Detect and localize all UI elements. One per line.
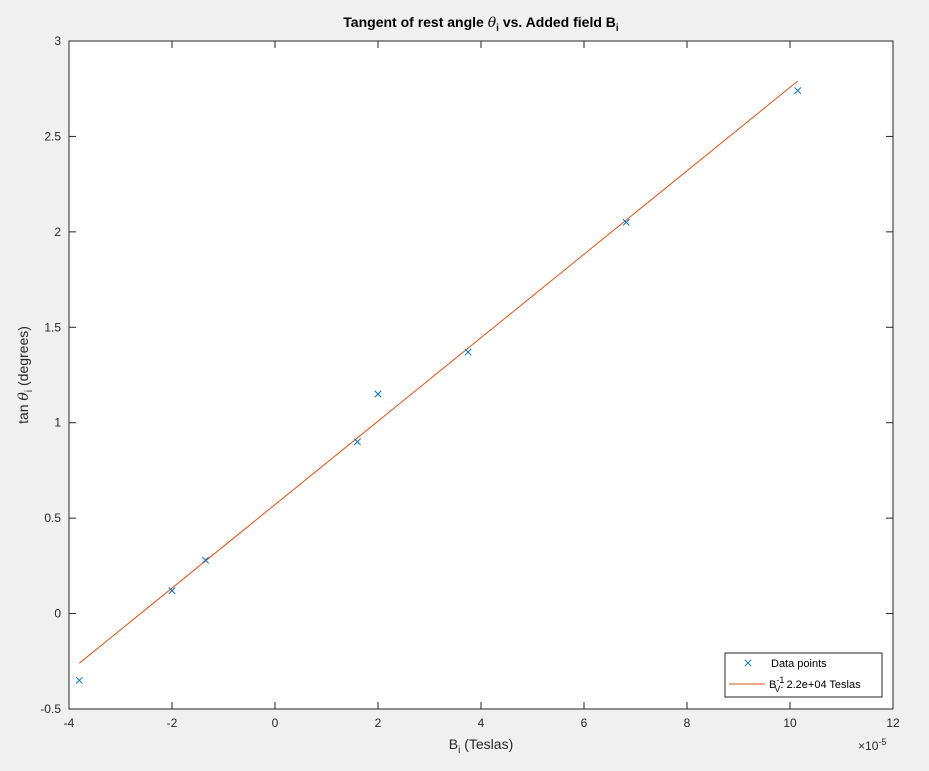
x-tick-label: 10 (783, 716, 797, 730)
series-layer (75, 80, 802, 684)
x-axis-label: Bi (Teslas) (449, 736, 513, 756)
data-point (374, 390, 382, 398)
data-point (168, 587, 176, 595)
legend-fit-subscript: V (774, 684, 780, 694)
x-tick-label: 0 (272, 716, 279, 730)
x-tick-label: 2 (375, 716, 382, 730)
title-theta-subscript: i (496, 23, 499, 34)
title-theta-symbol: θ (488, 15, 497, 31)
y-tick-label: 2.5 (44, 129, 61, 143)
y-tick-label: 0 (54, 607, 61, 621)
data-point (794, 87, 802, 95)
legend: Data points B-1 V: 2.2e+04 Teslas (724, 652, 883, 698)
y-axis-label: tan θi (degrees) (15, 326, 35, 424)
y-tick-label: 2 (54, 225, 61, 239)
fit-line (78, 80, 799, 664)
data-point (75, 676, 83, 684)
x-tick-label: -2 (167, 716, 178, 730)
x-tick-label: 6 (581, 716, 588, 730)
data-point (464, 348, 472, 356)
x-axis-label-subscript: i (458, 745, 460, 756)
x-tick-label: 12 (886, 716, 900, 730)
x-tick-label: 8 (684, 716, 691, 730)
chart-title: Tangent of rest angle θi vs. Added field… (343, 14, 619, 34)
plot-area (68, 40, 894, 710)
y-axis-label-subscript: i (24, 390, 35, 392)
y-tick-label: 3 (54, 34, 61, 48)
legend-data-points-marker (744, 659, 752, 667)
title-b-subscript: i (616, 23, 619, 34)
data-point (201, 556, 210, 564)
legend-fit-label: B-1 V: 2.2e+04 Teslas (769, 675, 861, 694)
x-tick-label: -4 (64, 716, 75, 730)
ticks-layer: -4 -2 0 2 4 6 8 10 12 -0.5 0 0.5 1 1.5 2 2.5 3 (40, 34, 900, 730)
data-point (353, 438, 361, 446)
x-axis-multiplier-exponent: -5 (878, 737, 886, 747)
y-tick-label: 1.5 (44, 320, 61, 334)
y-tick-label: -0.5 (40, 702, 61, 716)
y-tick-label: 1 (54, 416, 61, 430)
legend-data-points-label: Data points (771, 658, 827, 670)
legend-x-marker (744, 659, 752, 667)
x-axis-multiplier: ×10-5 (858, 737, 886, 753)
data-point (622, 218, 630, 226)
y-tick-label: 0.5 (44, 511, 61, 525)
x-tick-label: 4 (478, 716, 485, 730)
legend-fit-superscript: -1 (776, 675, 784, 685)
y-axis-label-theta: θ (16, 392, 32, 401)
